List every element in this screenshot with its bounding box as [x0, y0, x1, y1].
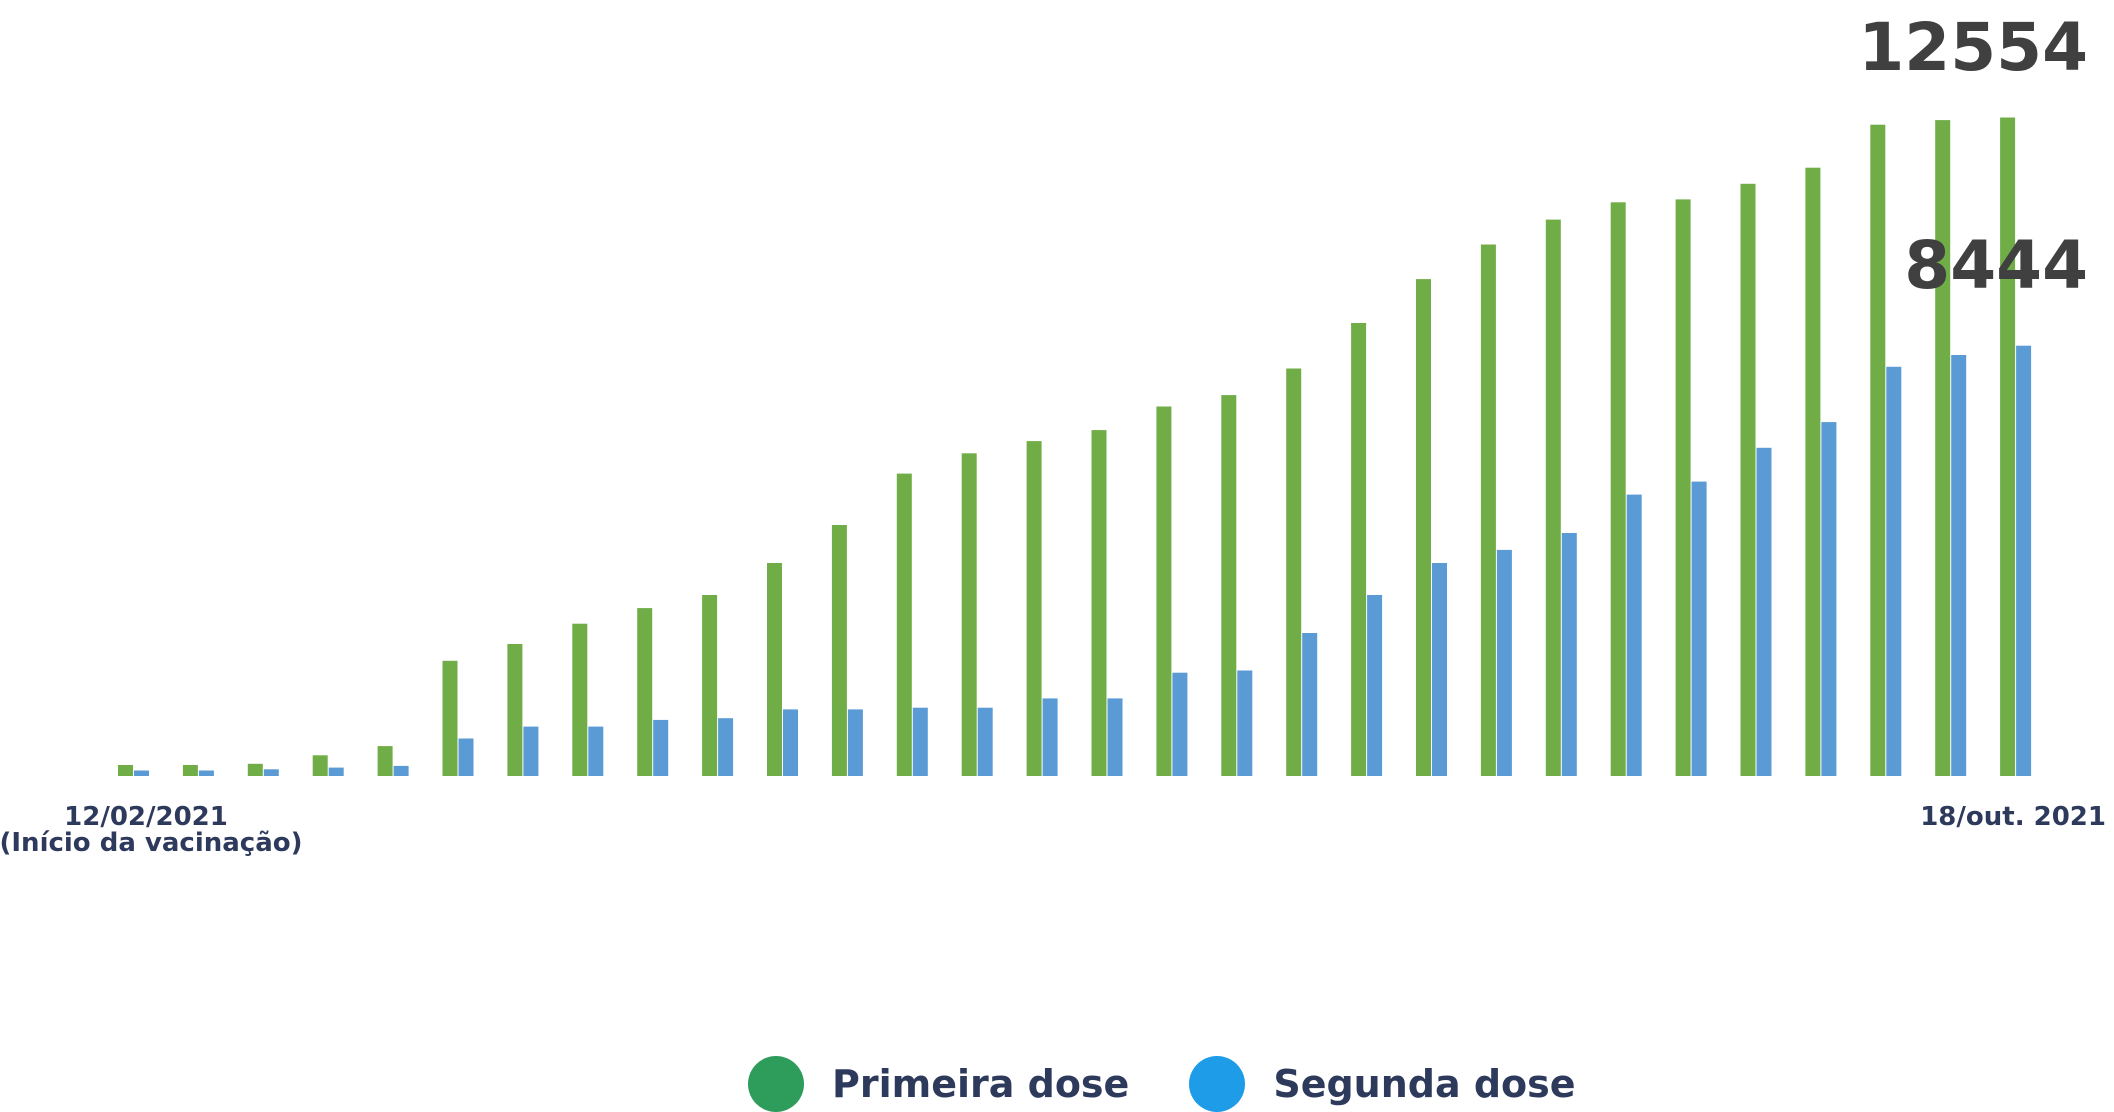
bar-second-dose-23 [1561, 533, 1577, 776]
legend-label-first-dose: Primeira dose [832, 1062, 1130, 1106]
bar-second-dose-17 [1172, 672, 1188, 776]
bar-second-dose-13 [912, 707, 928, 776]
bar-first-dose-23 [1545, 219, 1561, 777]
bar-first-dose-1 [118, 765, 133, 776]
x-start-sublabel: (Início da vacinação) [0, 828, 303, 858]
legend-item-first-dose: Primeira dose [748, 1056, 1129, 1112]
bar-first-dose-12 [831, 525, 847, 776]
bar-second-dose-16 [1107, 698, 1123, 776]
bar-second-dose-30 [2016, 345, 2032, 776]
bar-first-dose-4 [312, 755, 328, 776]
bar-second-dose-28 [1886, 366, 1902, 776]
bar-first-dose-17 [1156, 406, 1172, 776]
bar-second-dose-8 [588, 726, 604, 776]
legend-dot-first-dose [748, 1056, 804, 1112]
bar-first-dose-15 [1026, 441, 1042, 776]
bar-first-dose-25 [1675, 199, 1691, 776]
bars-group [118, 117, 2032, 777]
bar-second-dose-3 [263, 769, 279, 776]
bar-second-dose-24 [1626, 494, 1642, 776]
bar-second-dose-7 [523, 726, 539, 776]
legend-item-second-dose: Segunda dose [1189, 1056, 1576, 1112]
bar-first-dose-5 [377, 746, 393, 776]
bar-second-dose-20 [1367, 595, 1383, 776]
bar-second-dose-26 [1756, 447, 1772, 776]
bar-second-dose-14 [977, 707, 993, 776]
bar-first-dose-9 [637, 608, 653, 776]
bar-second-dose-18 [1237, 670, 1253, 776]
annotation-first-dose-total: 12554 [1858, 9, 2088, 86]
bar-first-dose-22 [1480, 244, 1496, 776]
bar-first-dose-6 [442, 660, 458, 776]
bar-first-dose-21 [1416, 279, 1431, 776]
legend-label-second-dose: Segunda dose [1273, 1062, 1576, 1106]
bar-second-dose-9 [653, 719, 669, 776]
bar-second-dose-25 [1691, 481, 1707, 776]
bar-second-dose-10 [718, 718, 734, 776]
bar-second-dose-6 [458, 738, 474, 776]
bar-second-dose-15 [1042, 698, 1058, 776]
bar-second-dose-2 [198, 770, 214, 776]
bar-first-dose-26 [1740, 183, 1756, 777]
bar-first-dose-8 [572, 623, 588, 776]
bar-second-dose-5 [393, 765, 409, 776]
bar-second-dose-12 [847, 709, 863, 776]
bar-second-dose-29 [1951, 355, 1967, 776]
bar-second-dose-21 [1432, 563, 1447, 776]
bar-first-dose-11 [767, 563, 782, 776]
bar-first-dose-10 [702, 595, 718, 776]
bar-second-dose-22 [1496, 549, 1512, 776]
bar-first-dose-24 [1610, 202, 1626, 777]
x-end-label: 18/out. 2021 [1920, 802, 2106, 832]
bar-first-dose-18 [1221, 395, 1237, 776]
bar-first-dose-27 [1805, 167, 1821, 776]
bar-first-dose-16 [1091, 430, 1107, 776]
legend-dot-second-dose [1189, 1056, 1246, 1112]
bar-first-dose-13 [896, 473, 912, 776]
bar-second-dose-1 [134, 770, 149, 776]
bar-second-dose-11 [783, 709, 798, 776]
bar-second-dose-19 [1302, 633, 1318, 776]
bar-second-dose-4 [328, 767, 344, 776]
bar-first-dose-19 [1286, 368, 1302, 776]
bar-first-dose-29 [1935, 120, 1951, 777]
bar-first-dose-30 [2000, 117, 2016, 776]
bar-first-dose-20 [1351, 323, 1367, 776]
bar-first-dose-28 [1870, 124, 1886, 776]
legend: Primeira dose Segunda dose [748, 1056, 1636, 1112]
annotation-second-dose-total: 8444 [1904, 227, 2088, 304]
bar-first-dose-2 [182, 765, 198, 776]
bar-first-dose-14 [961, 453, 977, 776]
bar-first-dose-7 [507, 644, 523, 776]
bar-first-dose-3 [247, 763, 263, 776]
bar-second-dose-27 [1821, 422, 1837, 776]
x-start-label: 12/02/2021 [64, 802, 228, 832]
